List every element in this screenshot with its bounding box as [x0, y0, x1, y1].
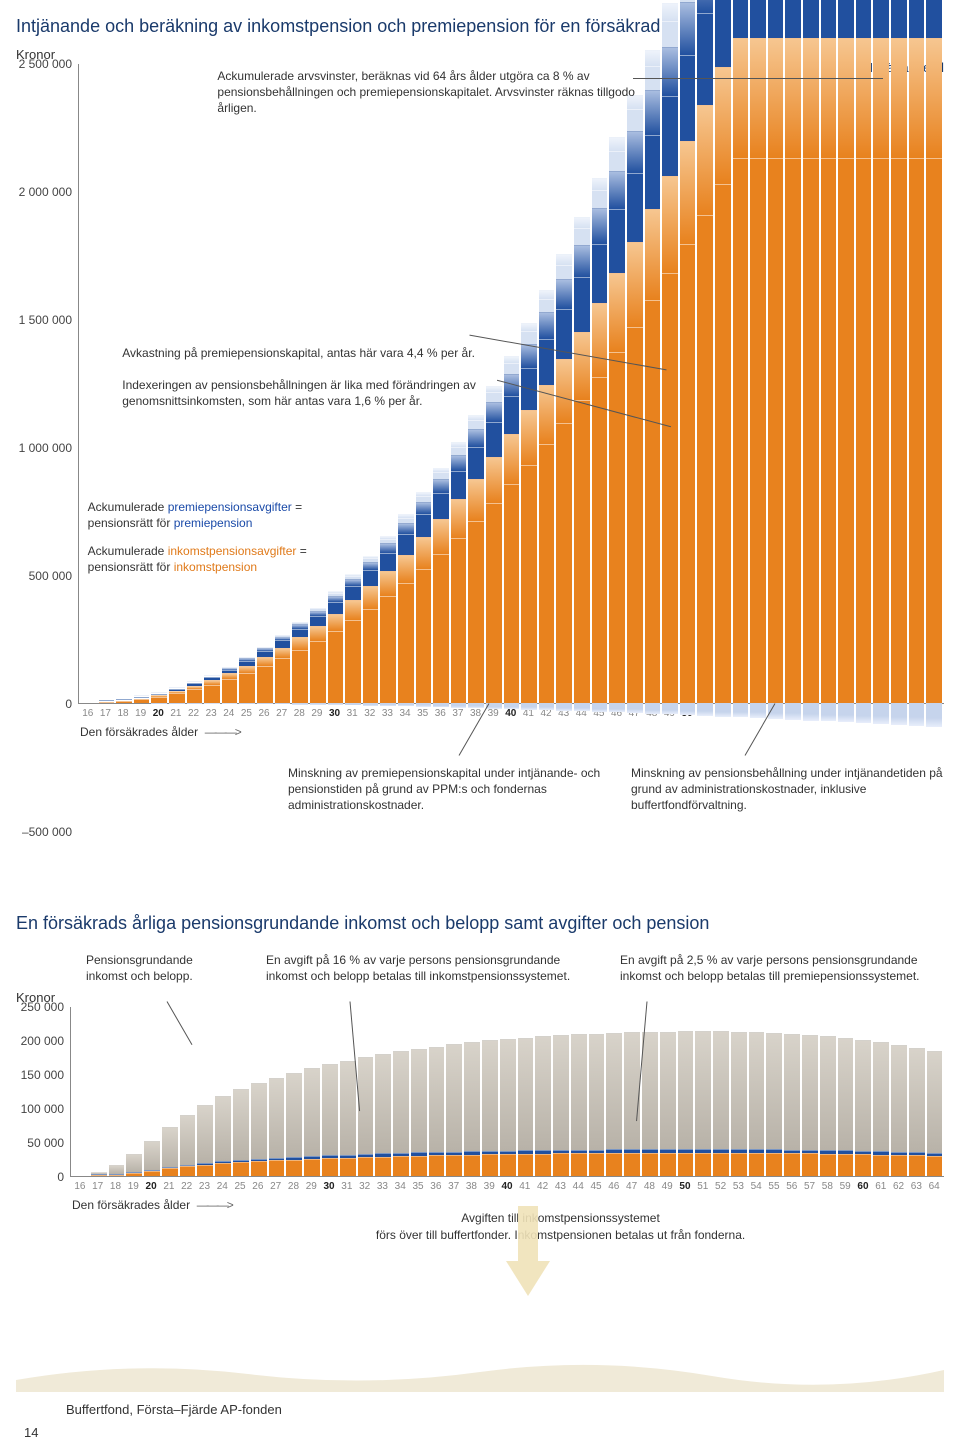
chart1-annot-premie: Ackumulerade premiepensionsavgifter = pe… — [88, 499, 302, 531]
chart2-title: En försäkrads årliga pensionsgrundande i… — [16, 913, 944, 934]
chart2-arrow-region: Avgiften till inkomstpensionssystemet fö… — [86, 1212, 944, 1312]
down-arrow-icon — [506, 1206, 550, 1296]
chart2-arrow-caption: Avgiften till inkomstpensionssystemet fö… — [361, 1210, 761, 1242]
chart2-xaxis: 1617181920212223242526272829303132333435… — [70, 1177, 944, 1192]
chart2-top-annots: Pensionsgrundande inkomst och belopp. En… — [86, 952, 944, 984]
chart1-yaxis: 2 500 0002 000 0001 500 0001 000 000500 … — [16, 64, 78, 704]
chart1-annot-arvsvinster: Ackumulerade arvsvinster, beräknas vid 6… — [217, 68, 647, 117]
chart1-annot-inkomst: Ackumulerade inkomstpensionsavgifter = p… — [88, 543, 307, 575]
chart2-annot-pgi: Pensionsgrundande inkomst och belopp. — [86, 952, 236, 984]
buffert-label: Buffertfond, Första–Fjärde AP-fonden — [66, 1402, 944, 1417]
chart1-annot-avkastning: Avkastning på premiepensionskapital, ant… — [122, 345, 475, 361]
chart1-plot: Ackumulerade arvsvinster, beräknas vid 6… — [78, 64, 944, 704]
chart2-annot-2-5pct: En avgift på 2,5 % av varje persons pens… — [620, 952, 944, 984]
chart1-note-ppm: Minskning av premiepensionskapital under… — [288, 765, 601, 814]
chart1-age-label: Den försäkrades ålder ———> — [80, 725, 944, 739]
wave-background — [16, 1352, 944, 1392]
chart2: 250 000200 000150 000100 00050 0000 — [16, 1007, 944, 1177]
chart2-ylabel: Kronor — [16, 990, 944, 1005]
chart2-plot — [70, 1007, 944, 1177]
chart1: Intjänandetid 2 500 0002 000 0001 500 00… — [16, 64, 944, 853]
chart1-annot-indexering: Indexeringen av pensionsbehållningen är … — [122, 377, 542, 409]
chart2-annot-16pct: En avgift på 16 % av varje persons pensi… — [266, 952, 590, 984]
page-number: 14 — [24, 1425, 944, 1446]
chart2-yaxis: 250 000200 000150 000100 00050 0000 — [16, 1007, 70, 1177]
chart1-note-admin: Minskning av pensionsbehållning under in… — [631, 765, 944, 814]
